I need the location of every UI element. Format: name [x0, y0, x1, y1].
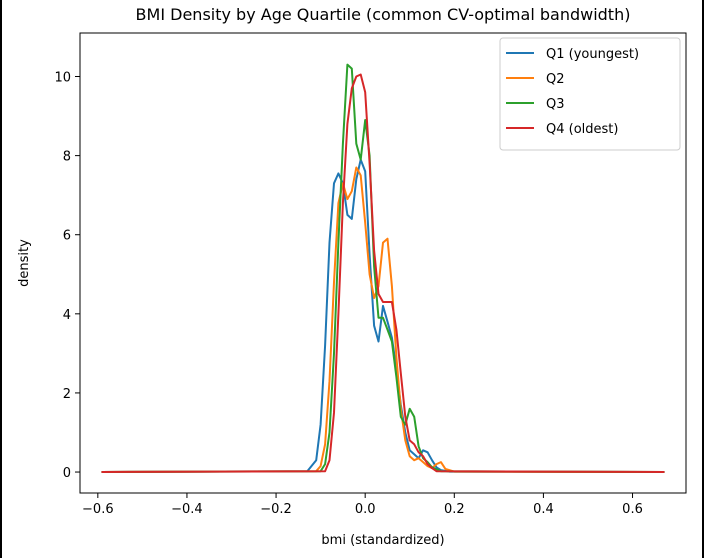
x-tick-label: −0.4	[171, 502, 203, 517]
legend-box	[499, 37, 681, 151]
left-border	[0, 0, 2, 558]
y-tick-label: 6	[63, 229, 71, 244]
x-tick-label: 0.2	[444, 502, 465, 517]
series-line-3	[101, 63, 665, 473]
legend-label-2: Q2	[546, 72, 565, 87]
y-tick-label: 8	[63, 150, 71, 165]
y-tick-label: 4	[63, 308, 71, 323]
x-axis-label: bmi (standardized)	[321, 533, 444, 548]
y-tick-label: 0	[63, 466, 71, 481]
legend-label-3: Q3	[546, 97, 565, 112]
chart-title: BMI Density by Age Quartile (common CV-o…	[136, 5, 631, 24]
legend-label-4: Q4 (oldest)	[546, 122, 618, 137]
series-line-4	[101, 73, 665, 473]
series-lines	[101, 63, 665, 473]
x-tick-label: −0.6	[82, 502, 114, 517]
y-axis: 0 2 4 6 8 10	[54, 71, 80, 481]
x-tick-label: 0.4	[533, 502, 554, 517]
legend: Q1 (youngest) Q2 Q3 Q4 (oldest)	[499, 37, 681, 151]
right-border	[702, 0, 704, 558]
x-axis: −0.6 −0.4 −0.2 0.0 0.2 0.4 0.6	[82, 493, 643, 517]
x-tick-label: −0.2	[260, 502, 292, 517]
x-tick-label: 0.0	[355, 502, 376, 517]
series-line-1	[101, 158, 665, 473]
x-tick-label: 0.6	[622, 502, 643, 517]
y-tick-label: 2	[63, 387, 71, 402]
y-axis-label: density	[17, 239, 32, 287]
legend-label-1: Q1 (youngest)	[546, 47, 639, 62]
y-tick-label: 10	[54, 71, 71, 86]
plot-frame	[79, 32, 687, 494]
